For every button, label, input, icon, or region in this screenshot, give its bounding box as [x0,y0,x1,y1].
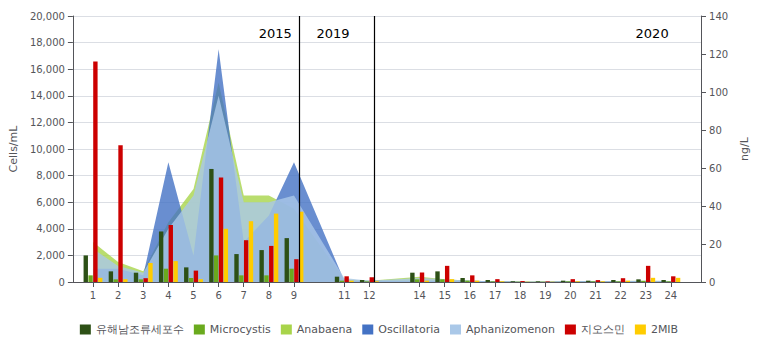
svg-text:15: 15 [438,290,451,301]
svg-text:8: 8 [266,290,272,301]
svg-text:20: 20 [564,290,577,301]
svg-text:24: 24 [664,290,677,301]
svg-text:5: 5 [190,290,196,301]
svg-text:140: 140 [709,11,728,22]
svg-text:18: 18 [514,290,527,301]
svg-text:60: 60 [709,163,722,174]
svg-text:ng/L: ng/L [738,136,751,161]
svg-text:12,000: 12,000 [30,117,65,128]
svg-text:40: 40 [709,201,722,212]
svg-text:6,000: 6,000 [36,197,65,208]
svg-text:18,000: 18,000 [30,37,65,48]
svg-text:12: 12 [363,290,376,301]
svg-text:3: 3 [140,290,146,301]
svg-text:6: 6 [215,290,221,301]
svg-text:Oscillatoria: Oscillatoria [378,323,440,336]
svg-text:2: 2 [115,290,121,301]
svg-text:2020: 2020 [636,26,669,41]
svg-text:4,000: 4,000 [36,223,65,234]
svg-text:7: 7 [241,290,247,301]
svg-text:2019: 2019 [316,26,349,41]
svg-text:Microcystis: Microcystis [210,323,271,336]
svg-text:80: 80 [709,125,722,136]
svg-text:11: 11 [338,290,351,301]
svg-text:120: 120 [709,49,728,60]
svg-text:20: 20 [709,239,722,250]
svg-text:Cells/mL: Cells/mL [7,125,20,173]
svg-text:20,000: 20,000 [30,11,65,22]
svg-text:유해남조류세포수: 유해남조류세포수 [96,323,184,336]
svg-text:16,000: 16,000 [30,64,65,75]
svg-text:2,000: 2,000 [36,250,65,261]
svg-text:23: 23 [639,290,652,301]
svg-text:22: 22 [614,290,627,301]
svg-text:0: 0 [59,277,65,288]
svg-text:100: 100 [709,87,728,98]
svg-text:2015: 2015 [259,26,292,41]
svg-text:1: 1 [90,290,96,301]
svg-text:10,000: 10,000 [30,144,65,155]
svg-text:17: 17 [489,290,502,301]
svg-text:16: 16 [463,290,476,301]
svg-text:지오스민: 지오스민 [581,323,625,336]
svg-text:Aphanizomenon: Aphanizomenon [466,323,555,336]
svg-text:Anabaena: Anabaena [297,323,352,336]
svg-text:14,000: 14,000 [30,90,65,101]
svg-text:14: 14 [413,290,426,301]
svg-text:4: 4 [165,290,171,301]
svg-text:2MIB: 2MIB [651,323,678,336]
svg-text:8,000: 8,000 [36,170,65,181]
svg-text:21: 21 [589,290,602,301]
svg-text:0: 0 [709,277,715,288]
svg-text:9: 9 [291,290,297,301]
svg-text:19: 19 [539,290,552,301]
